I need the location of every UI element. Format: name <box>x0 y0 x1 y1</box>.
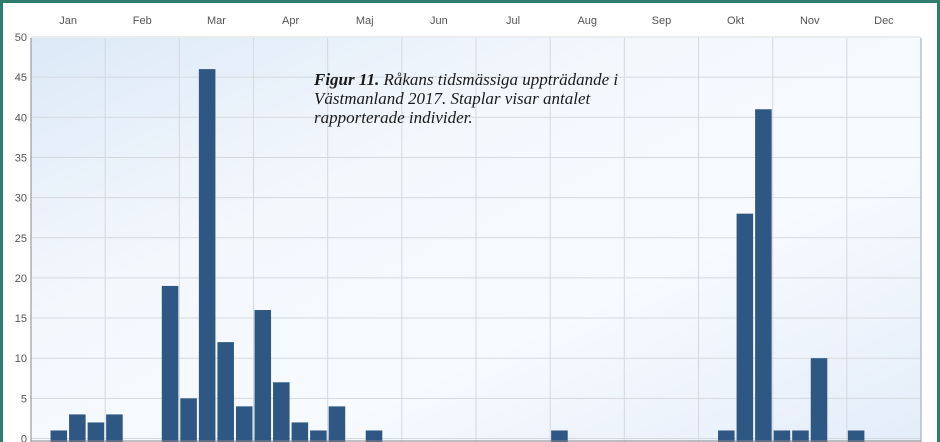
bar <box>810 358 828 442</box>
y-tick-label: 5 <box>21 393 27 405</box>
bars <box>50 69 865 442</box>
bar <box>365 430 383 442</box>
y-tick-label: 30 <box>15 193 27 205</box>
y-tick-label: 15 <box>15 313 27 325</box>
bar <box>198 69 216 442</box>
bar <box>773 430 791 442</box>
bar <box>50 430 68 442</box>
x-tick-label: Nov <box>800 15 820 27</box>
bar <box>217 342 234 442</box>
bar <box>736 213 754 442</box>
bar <box>847 430 865 442</box>
caption-text: Råkans tidsmässiga uppträdande i Västman… <box>314 70 619 127</box>
bar <box>328 406 346 442</box>
bar <box>792 430 809 442</box>
bar <box>161 285 179 442</box>
bar <box>180 398 197 442</box>
y-tick-label: 45 <box>15 72 27 84</box>
figure-caption: Figur 11. Råkans tidsmässiga uppträdande… <box>314 70 644 127</box>
x-tick-label: Mar <box>207 15 226 27</box>
x-tick-label: Jul <box>506 15 520 27</box>
bar <box>87 422 105 442</box>
y-tick-label: 0 <box>21 434 27 442</box>
bar <box>718 430 735 442</box>
bar <box>273 382 290 442</box>
x-tick-label: Sep <box>652 15 672 27</box>
y-tick-label: 50 <box>15 32 27 44</box>
x-tick-label: Apr <box>282 15 299 27</box>
x-tick-label: Feb <box>133 15 152 27</box>
x-tick-label: Aug <box>577 15 597 27</box>
y-tick-label: 10 <box>15 353 27 365</box>
bar <box>310 430 327 442</box>
bar <box>106 414 123 442</box>
y-tick-label: 35 <box>15 152 27 164</box>
grid-lines <box>31 36 922 442</box>
x-tick-label: Jun <box>430 15 448 27</box>
caption-label: Figur 11. <box>314 70 380 89</box>
y-tick-label: 20 <box>15 273 27 285</box>
x-axis-labels: Jan Feb Mar Apr Maj Jun Jul Aug Sep Okt Nov Dec <box>59 15 894 27</box>
x-tick-label: Dec <box>874 15 894 27</box>
x-tick-label: Okt <box>727 15 744 27</box>
bar <box>254 310 272 442</box>
y-tick-label: 40 <box>15 112 27 124</box>
bar <box>755 109 772 442</box>
bar <box>235 406 253 442</box>
x-tick-label: Maj <box>356 15 374 27</box>
y-tick-label: 25 <box>15 233 27 245</box>
bar <box>69 414 86 442</box>
x-tick-label: Jan <box>59 15 77 27</box>
bar <box>551 430 568 442</box>
bar <box>291 422 309 442</box>
y-axis-labels: 0 5 10 15 20 25 30 35 40 45 50 <box>15 32 27 442</box>
